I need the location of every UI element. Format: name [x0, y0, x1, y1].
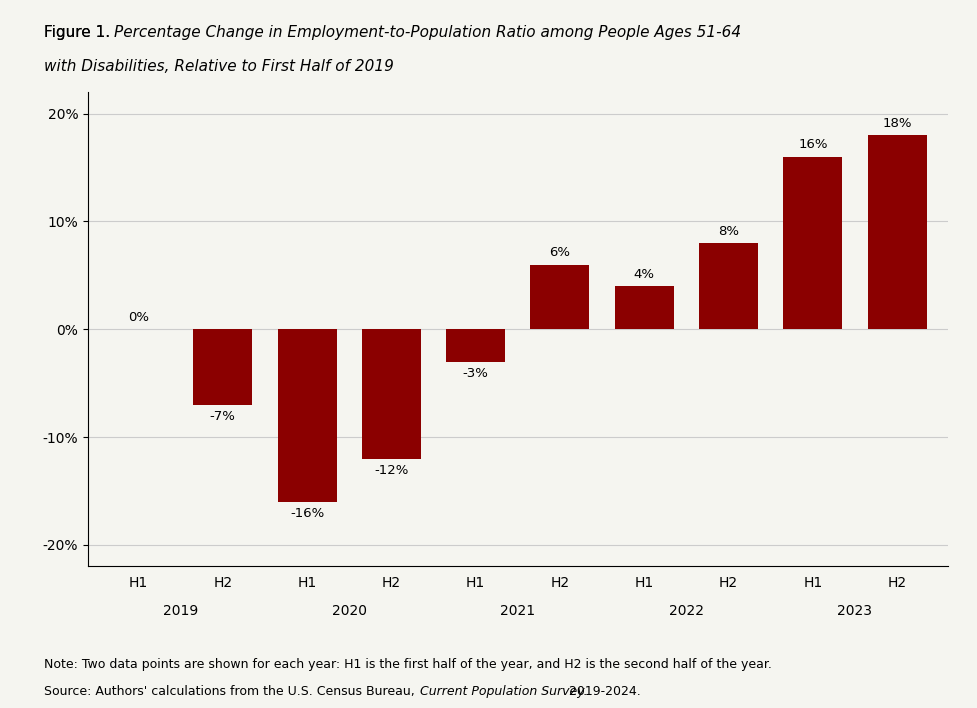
- Text: Current Population Survey.: Current Population Survey.: [420, 685, 588, 698]
- Text: Figure 1.: Figure 1.: [44, 25, 115, 40]
- Text: 0%: 0%: [128, 311, 149, 324]
- Text: 2019-2024.: 2019-2024.: [565, 685, 641, 698]
- Bar: [784, 156, 842, 329]
- Bar: [699, 243, 758, 329]
- Text: 2023: 2023: [837, 604, 872, 618]
- Text: 18%: 18%: [882, 117, 912, 130]
- Text: -16%: -16%: [290, 507, 324, 520]
- Text: Percentage Change in Employment-to-Population Ratio among People Ages 51-64: Percentage Change in Employment-to-Popul…: [114, 25, 742, 40]
- Bar: [446, 329, 505, 362]
- Bar: [193, 329, 252, 405]
- Text: with Disabilities, Relative to First Half of 2019: with Disabilities, Relative to First Hal…: [44, 59, 394, 74]
- Text: 4%: 4%: [634, 268, 655, 280]
- Text: 8%: 8%: [718, 224, 739, 238]
- Bar: [615, 286, 674, 329]
- Text: -12%: -12%: [374, 464, 408, 477]
- Text: 2021: 2021: [500, 604, 535, 618]
- Text: 2019: 2019: [163, 604, 198, 618]
- Text: Source: Authors' calculations from the U.S. Census Bureau,: Source: Authors' calculations from the U…: [44, 685, 419, 698]
- Text: Note: Two data points are shown for each year: H1 is the first half of the year,: Note: Two data points are shown for each…: [44, 658, 772, 671]
- Text: 6%: 6%: [549, 246, 571, 259]
- Bar: [531, 265, 589, 329]
- Text: 2020: 2020: [332, 604, 366, 618]
- Text: 2022: 2022: [669, 604, 703, 618]
- Bar: [868, 135, 926, 329]
- Bar: [277, 329, 337, 502]
- Bar: [361, 329, 421, 459]
- Text: -3%: -3%: [463, 367, 488, 380]
- Text: Figure 1.: Figure 1.: [44, 25, 115, 40]
- Text: 16%: 16%: [798, 138, 828, 152]
- Text: -7%: -7%: [210, 410, 235, 423]
